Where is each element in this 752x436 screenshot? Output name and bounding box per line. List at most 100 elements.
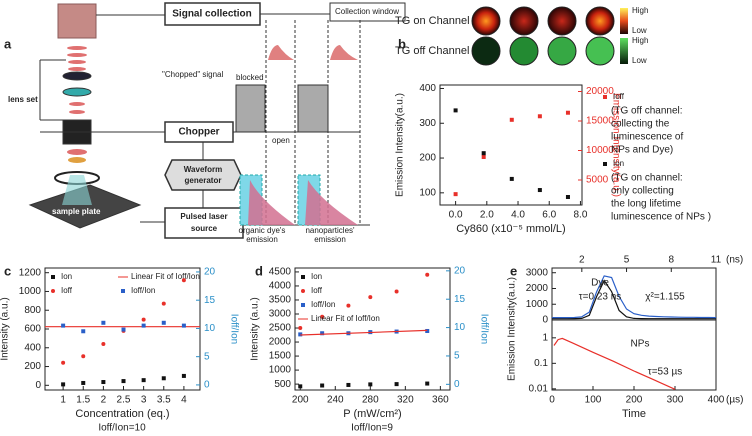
point [181, 373, 186, 378]
y-tick-label: 800 [24, 305, 41, 316]
point [346, 303, 351, 308]
y2-tick-label: 5 [454, 351, 460, 362]
y2-axis-label: Emission Intensity(a.u.) [610, 93, 621, 197]
point [181, 323, 186, 328]
x-tick-label: 6.0 [542, 210, 556, 221]
point [121, 327, 126, 332]
point [509, 117, 514, 122]
label: source [191, 224, 218, 233]
y-tick-label: 1500 [269, 351, 292, 362]
x-tick-label: 8 [668, 255, 674, 266]
y-tick-label: 4500 [269, 267, 292, 278]
y2-tick-label: 5000 [586, 175, 609, 186]
point [346, 382, 351, 387]
y2-tick-label: 5 [204, 351, 210, 362]
point [298, 332, 303, 337]
series-line [300, 329, 428, 336]
y-tick-label: 0 [35, 380, 41, 391]
scale-label: High [632, 36, 648, 45]
setup-diagram [28, 2, 406, 239]
y-tick-label: 1200 [19, 267, 42, 278]
x-axis-label: Cy860 (x10⁻⁵ mmol/L) [456, 223, 565, 235]
point [565, 110, 570, 115]
label: nanoparticles' [305, 226, 355, 235]
y-tick-label: 4000 [269, 281, 292, 292]
x-tick-label: 200 [292, 395, 309, 406]
row-label: TG off Channel [395, 45, 469, 57]
y2-tick-label: 15000 [586, 116, 614, 127]
label: lens set [8, 95, 38, 104]
y2-axis-label: Ioff/Ion [228, 314, 239, 344]
plot-frame [439, 84, 583, 206]
point [181, 278, 186, 283]
annotation: NPs and Dye) [611, 145, 673, 156]
y2-tick-label: 10000 [586, 145, 614, 156]
point [141, 323, 146, 328]
y-tick-label: 1000 [269, 365, 292, 376]
legend-swatch [301, 303, 305, 307]
annotation: Ioff/Ion=9 [351, 423, 393, 434]
plot-frame [551, 267, 717, 321]
x-tick-label: 8.0 [573, 210, 587, 221]
label: "Chopped" signal [162, 70, 224, 79]
annotation: luminescence of [611, 132, 683, 143]
panel-label: b [398, 36, 406, 51]
x-tick-label: 2.5 [117, 395, 131, 406]
y2-tick-label: 20000 [586, 86, 614, 97]
label: blocked [236, 73, 264, 82]
y-tick-label: 500 [274, 379, 291, 390]
point [453, 192, 458, 197]
x-tick-label: 300 [667, 395, 684, 406]
y-tick-label: 200 [419, 153, 436, 164]
point [537, 188, 542, 193]
legend-label: Ioff [311, 286, 323, 295]
y-axis-label: Emission Intensity(a.u.) [507, 277, 518, 381]
annotation: (TG off channel: [611, 106, 683, 117]
panel-label: e [510, 263, 517, 278]
x-tick-label: 0.0 [449, 210, 463, 221]
scale-label: High [632, 6, 648, 15]
series-line [553, 337, 676, 390]
y-tick-label: 1000 [19, 286, 42, 297]
point [141, 378, 146, 383]
legend-label: Ioff [61, 286, 73, 295]
y-tick-label: 0.1 [534, 358, 548, 369]
annotation: collecting the [611, 119, 670, 130]
y-tick-label: 3500 [269, 295, 292, 306]
y-tick-label: 2500 [269, 323, 292, 334]
legend-label: Linear Fit of Ioff/Ion [131, 272, 200, 281]
legend-label: Ioff [613, 92, 625, 101]
label: Collection window [335, 7, 399, 16]
y2-axis-label: Ioff/Ion [478, 314, 489, 344]
legend-swatch [603, 95, 607, 99]
point [121, 379, 126, 384]
point [425, 328, 430, 333]
annotation: only collecting [611, 186, 674, 197]
y-tick-label: 600 [24, 324, 41, 335]
annotation: τ=0.23 ns [579, 292, 622, 303]
point [298, 384, 303, 389]
x-tick-label: 11 [711, 255, 722, 266]
y-tick-label: 300 [419, 118, 436, 129]
label: emission [246, 235, 278, 244]
y2-tick-label: 0 [454, 379, 460, 390]
point [320, 383, 325, 388]
annotation: Ioff/Ion=10 [98, 423, 146, 434]
point [81, 354, 86, 359]
label: generator [185, 176, 222, 185]
label: organic dye's [239, 226, 286, 235]
point [368, 382, 373, 387]
scale-label: Low [632, 26, 647, 35]
row-label: TG on Channel [395, 15, 470, 27]
y-tick-label: 400 [419, 83, 436, 94]
y-tick-label: 200 [24, 361, 41, 372]
x-axis-label: P (mW/cm²) [343, 408, 401, 420]
annotation: NPs [631, 339, 650, 350]
x-tick-label: 400 [708, 395, 725, 406]
point [453, 108, 458, 113]
annotation: Dye [591, 278, 609, 289]
point [101, 342, 106, 347]
point [81, 329, 86, 334]
point [141, 317, 146, 322]
